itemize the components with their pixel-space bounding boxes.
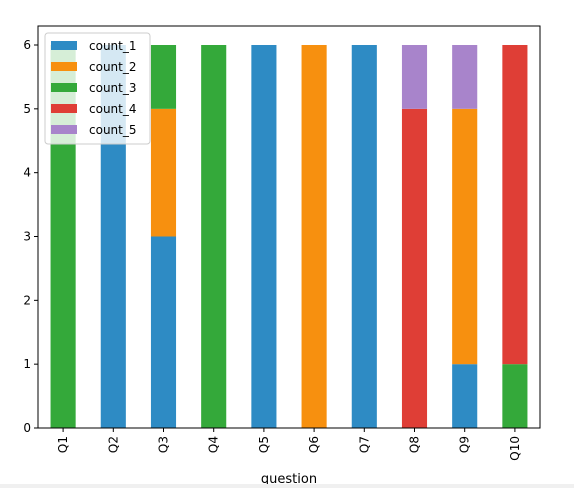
bar-q3-count-2 xyxy=(150,108,177,237)
x-axis: Q1 Q2 Q3 Q4 Q5 Q6 Q7 Q8 Q9 Q10 xyxy=(56,428,522,461)
legend-label-count-3: count_3 xyxy=(89,81,137,95)
legend-swatch-count-1 xyxy=(51,41,77,50)
x-tick-label: Q5 xyxy=(257,436,271,453)
x-tick-label: Q6 xyxy=(307,436,321,453)
bar-q7-count-1 xyxy=(351,45,377,428)
legend: count_1 count_2 count_3 count_4 count_5 xyxy=(44,32,151,145)
x-tick-label: Q1 xyxy=(56,436,70,453)
y-tick-label: 4 xyxy=(23,166,31,180)
x-tick-label: Q9 xyxy=(458,436,472,453)
y-tick-label: 5 xyxy=(23,102,31,116)
legend-swatch-count-4 xyxy=(51,104,77,113)
legend-swatch-count-2 xyxy=(51,62,77,71)
plot-area-frame xyxy=(37,25,541,429)
y-axis: 0 1 2 3 4 5 6 xyxy=(23,38,38,435)
bar-q3-count-3 xyxy=(150,45,177,109)
y-tick-label: 0 xyxy=(23,421,31,435)
legend-label-count-5: count_5 xyxy=(89,123,137,137)
bar-q3-count-1 xyxy=(150,236,177,428)
legend-swatch-count-3 xyxy=(51,83,77,92)
legend-swatch-count-5 xyxy=(51,125,77,134)
y-tick-label: 6 xyxy=(23,38,31,52)
y-tick-label: 2 xyxy=(23,293,31,307)
legend-label-count-4: count_4 xyxy=(89,102,137,116)
legend-box xyxy=(44,32,151,145)
bar-q9-count-1 xyxy=(452,364,478,428)
bar-q8-count-4 xyxy=(401,108,428,428)
legend-label-count-2: count_2 xyxy=(89,60,137,74)
y-tick-label: 3 xyxy=(23,230,31,244)
x-tick-label: Q7 xyxy=(357,436,371,453)
bar-q10-count-4 xyxy=(502,45,528,365)
bar-q6-count-2 xyxy=(301,45,327,428)
x-tick-label: Q10 xyxy=(508,436,522,461)
bar-q9-count-2 xyxy=(452,108,478,365)
x-tick-label: Q2 xyxy=(106,436,120,453)
x-tick-label: Q8 xyxy=(408,436,422,453)
y-tick-label: 1 xyxy=(23,357,31,371)
bar-q5-count-1 xyxy=(251,45,277,428)
x-tick-label: Q3 xyxy=(157,436,171,453)
bar-q10-count-3 xyxy=(502,364,528,428)
x-axis-title: question xyxy=(261,472,317,487)
bar-q8-count-5 xyxy=(401,45,428,109)
bar-q4-count-3 xyxy=(201,45,227,428)
bottom-edge xyxy=(0,484,574,488)
x-tick-label: Q4 xyxy=(207,436,221,453)
bar-q9-count-5 xyxy=(452,45,478,109)
legend-label-count-1: count_1 xyxy=(89,39,137,53)
